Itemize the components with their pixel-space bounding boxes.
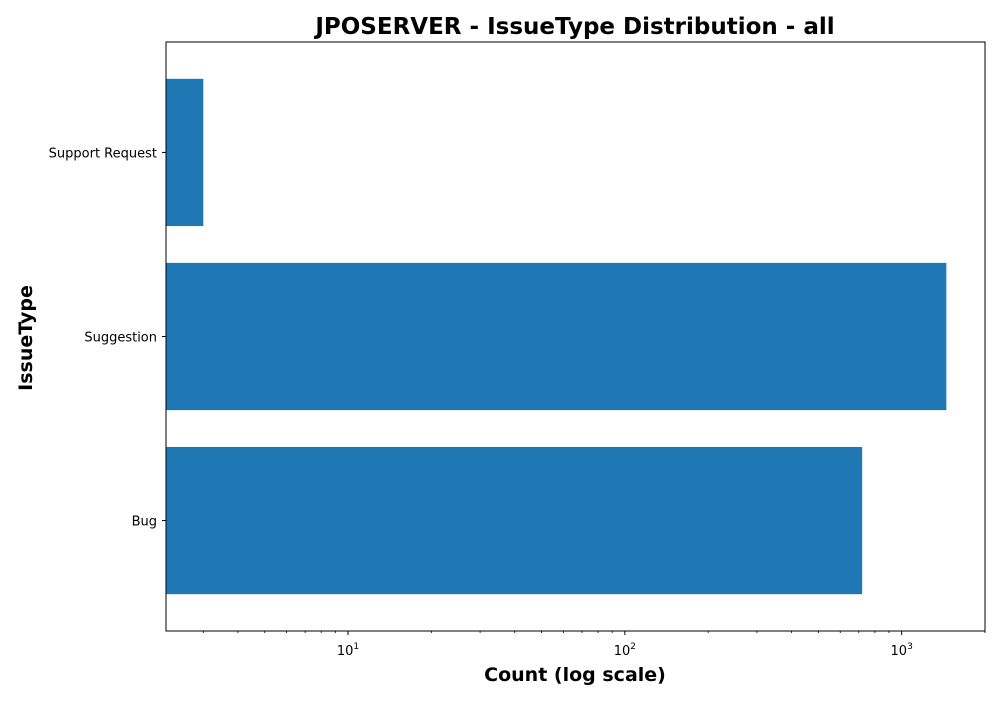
x-tick-label: 101 [337, 642, 359, 659]
bar-support-request [166, 78, 204, 227]
bars [166, 78, 947, 595]
y-tick-label: Suggestion [84, 331, 157, 346]
chart-title: JPOSERVER - IssueType Distribution - all [313, 14, 834, 40]
y-tick-label: Support Request [49, 146, 157, 161]
y-tick-label: Bug [132, 515, 157, 530]
y-axis-label: IssueType [15, 285, 37, 391]
plot-frame [165, 41, 986, 632]
y-axis-ticks: Bug Suggestion Support Request [49, 146, 166, 530]
x-axis-ticks: 101 102 103 [202, 631, 986, 659]
x-tick-label: 102 [614, 642, 636, 659]
bar-bug [166, 446, 863, 595]
bar-suggestion [166, 262, 947, 411]
x-axis-label: Count (log scale) [484, 664, 666, 686]
x-tick-label: 103 [891, 642, 913, 659]
